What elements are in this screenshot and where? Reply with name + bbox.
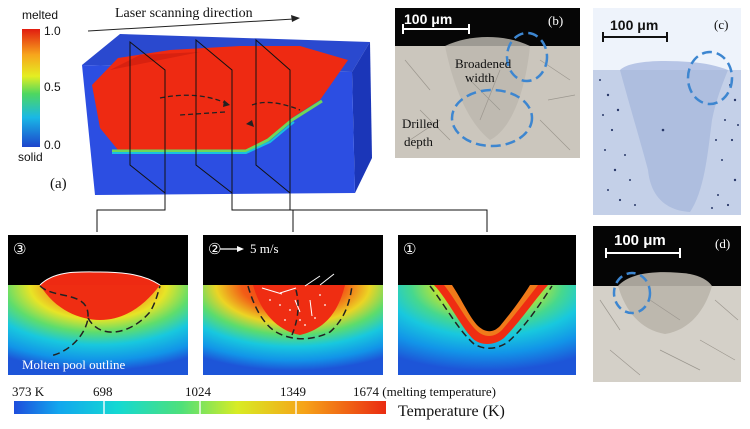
- melt-colorbar: [22, 29, 40, 147]
- temp-tick-1674: 1674 (melting temperature): [353, 384, 496, 399]
- annotation-width: width: [465, 70, 495, 85]
- temp-tick-1349: 1349: [280, 384, 306, 399]
- colorbar-top-label: melted: [22, 8, 59, 22]
- panel-c-label: (c): [714, 17, 729, 32]
- micrograph-b: [395, 8, 580, 158]
- section-3-marker: ③: [13, 240, 27, 258]
- scanning-direction-arrowhead: [291, 15, 300, 22]
- colorbar-tick-05: 0.5: [44, 80, 61, 94]
- temp-tick-373: 373 K: [12, 384, 45, 399]
- section-2-marker: ②: [208, 240, 222, 258]
- colorbar-tick-0: 0.0: [44, 138, 61, 152]
- temp-tick-1024: 1024: [185, 384, 211, 399]
- scale-bar-c: [602, 32, 668, 42]
- panel-d-label: (d): [715, 236, 731, 251]
- colorbar-tick-1: 1.0: [44, 24, 61, 38]
- annotation-broadened: Broadened: [455, 56, 512, 71]
- section-2: [203, 235, 383, 375]
- scale-bar-d: [605, 248, 681, 258]
- annotation-depth: depth: [404, 134, 433, 149]
- scale-bar-b: [402, 24, 470, 34]
- molten-pool-outline-label: Molten pool outline: [22, 357, 126, 372]
- scale-label-c: 100 μm: [610, 17, 659, 33]
- simulation-block: [82, 34, 372, 195]
- temperature-bar-title: Temperature (K): [398, 403, 505, 420]
- colorbar-bottom-label: solid: [18, 150, 43, 164]
- section-1-marker: ①: [403, 240, 417, 258]
- panel-b-label: (b): [548, 13, 564, 28]
- section-3: [8, 235, 188, 375]
- temp-tick-698: 698: [93, 384, 113, 399]
- panel-a-label: (a): [50, 176, 67, 192]
- section-1: [398, 235, 576, 375]
- annotation-drilled: Drilled: [402, 116, 439, 131]
- scanning-direction-label: Laser scanning direction: [115, 6, 253, 21]
- scale-label-b: 100 μm: [404, 11, 453, 27]
- velocity-scale-label: 5 m/s: [250, 241, 279, 256]
- scanning-direction-arrow: [87, 18, 295, 32]
- scale-label-d: 100 μm: [614, 232, 666, 249]
- micrograph-c: [593, 8, 741, 215]
